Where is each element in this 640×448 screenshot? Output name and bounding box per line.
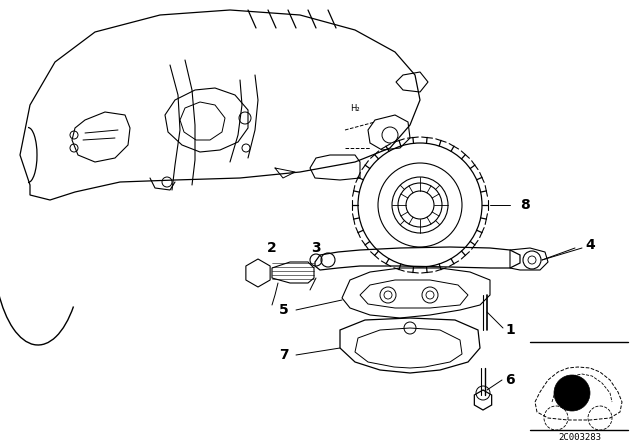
Text: 5: 5: [279, 303, 289, 317]
Text: H₂: H₂: [350, 103, 360, 112]
Text: 1: 1: [505, 323, 515, 337]
Text: 2C003283: 2C003283: [559, 432, 602, 441]
Text: 4: 4: [585, 238, 595, 252]
Text: 8: 8: [520, 198, 530, 212]
Text: 7: 7: [279, 348, 289, 362]
Text: 2: 2: [267, 241, 277, 255]
Text: 3: 3: [311, 241, 321, 255]
Circle shape: [554, 375, 590, 411]
Text: 6: 6: [505, 373, 515, 387]
